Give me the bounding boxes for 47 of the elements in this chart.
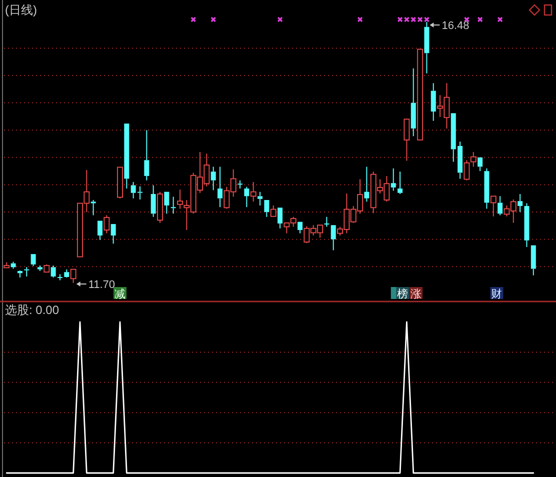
candlestick bbox=[250, 181, 256, 202]
candlestick bbox=[398, 171, 403, 194]
candlestick bbox=[24, 266, 30, 277]
candlestick bbox=[498, 196, 503, 216]
candlestick bbox=[50, 265, 56, 278]
candlestick bbox=[238, 180, 243, 190]
candlestick bbox=[218, 166, 223, 208]
candlestick bbox=[264, 200, 270, 218]
chart-title: (日线) bbox=[5, 3, 37, 17]
candlestick bbox=[90, 200, 96, 216]
candlestick bbox=[364, 166, 370, 202]
candlestick bbox=[17, 270, 22, 278]
candlestick bbox=[430, 82, 436, 122]
candlestick bbox=[410, 68, 416, 137]
candlestick bbox=[150, 184, 156, 218]
candlestick bbox=[210, 166, 216, 191]
candlestick bbox=[270, 204, 276, 217]
candlestick bbox=[330, 225, 336, 251]
candlestick bbox=[177, 189, 183, 210]
annotation: 11.70 bbox=[88, 279, 116, 291]
candlestick bbox=[170, 196, 176, 214]
candlestick bbox=[390, 168, 396, 192]
candlestick bbox=[417, 48, 424, 140]
candlestick bbox=[404, 118, 410, 162]
candlestick bbox=[518, 194, 523, 213]
candlestick bbox=[324, 216, 330, 228]
candlestick bbox=[530, 245, 536, 276]
candlestick bbox=[478, 157, 483, 172]
candlestick bbox=[110, 224, 116, 244]
candlestick bbox=[490, 196, 496, 217]
candlestick bbox=[244, 186, 250, 208]
candlestick bbox=[484, 168, 490, 210]
candlestick bbox=[144, 130, 150, 181]
candlestick bbox=[97, 220, 102, 240]
candlestick bbox=[70, 268, 76, 284]
candlestick bbox=[164, 192, 170, 214]
candlestick bbox=[57, 274, 62, 281]
candlestick bbox=[37, 265, 42, 272]
candlestick bbox=[278, 208, 283, 229]
annotation: 16.48 bbox=[442, 20, 470, 32]
candlestick bbox=[10, 261, 16, 270]
candlestick bbox=[124, 124, 130, 190]
candlestick bbox=[470, 151, 476, 168]
candlestick bbox=[298, 222, 303, 234]
candlestick bbox=[258, 191, 263, 206]
chart-title: 选股: 0.00 bbox=[5, 303, 60, 317]
candlestick bbox=[524, 202, 530, 248]
